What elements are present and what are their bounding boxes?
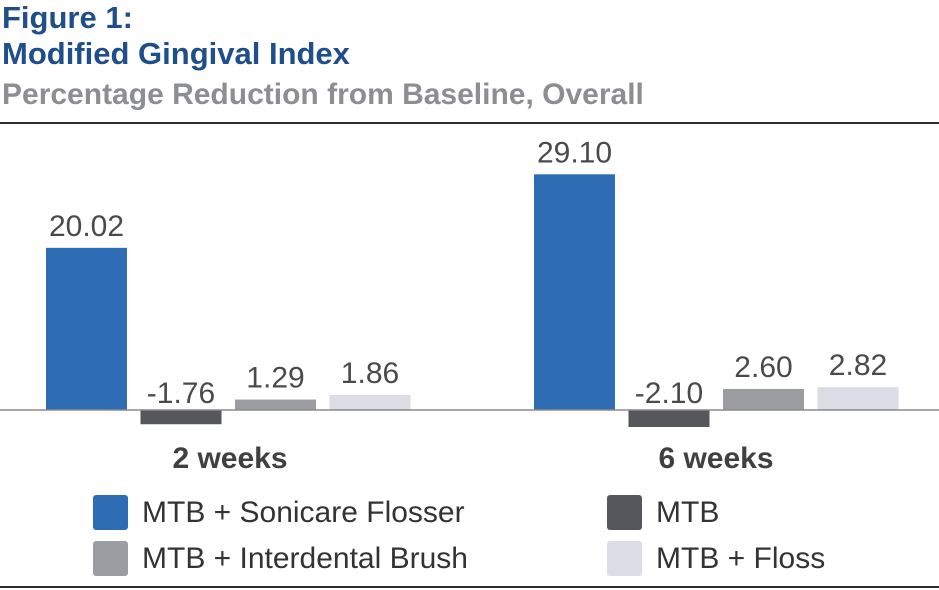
data-label-mtb-interdental-brush-6-weeks: 2.60	[734, 351, 792, 384]
data-label-mtb-floss-6-weeks: 2.82	[829, 349, 887, 382]
data-label-mtb-interdental-brush-2-weeks: 1.29	[246, 362, 304, 395]
legend-label-sonicare-flosser: MTB + Sonicare Flosser	[142, 495, 465, 529]
bar-chart: 20.02 -1.76 1.29 1.86 2 weeks 29.10 -2.10 2.60 2…	[0, 136, 939, 475]
bar-mtb-sonicare-flosser-2-weeks	[46, 247, 127, 410]
chart-subtitle: Percentage Reduction from Baseline, Over…	[2, 78, 644, 111]
data-label-mtb-sonicare-flosser-6-weeks: 29.10	[537, 136, 612, 169]
legend-swatch-interdental-brush	[93, 541, 128, 576]
top-divider	[0, 122, 939, 124]
bar-mtb-floss-2-weeks	[329, 394, 411, 410]
legend-swatch-sonicare-flosser	[93, 495, 128, 530]
category-label-6-weeks: 6 weeks	[658, 442, 773, 475]
figure-label: Figure 1:	[2, 0, 133, 35]
bar-mtb-6-weeks	[628, 410, 710, 428]
legend-item-floss: MTB + Floss	[607, 541, 825, 576]
legend-swatch-floss	[607, 541, 642, 576]
chart-title: Modified Gingival Index	[2, 36, 350, 71]
data-label-mtb-2-weeks: -1.76	[147, 377, 215, 410]
legend-label-interdental-brush: MTB + Interdental Brush	[142, 541, 468, 575]
data-label-mtb-floss-2-weeks: 1.86	[341, 357, 399, 390]
data-label-mtb-6-weeks: -2.10	[635, 377, 703, 410]
bar-mtb-floss-6-weeks	[817, 387, 899, 410]
data-label-mtb-sonicare-flosser-2-weeks: 20.02	[49, 210, 124, 243]
category-label-2-weeks: 2 weeks	[172, 442, 287, 475]
legend-item-interdental-brush: MTB + Interdental Brush	[93, 541, 468, 576]
bottom-divider	[0, 586, 939, 588]
legend-item-mtb: MTB	[607, 495, 719, 530]
legend-label-floss: MTB + Floss	[656, 541, 826, 575]
legend-item-sonicare-flosser: MTB + Sonicare Flosser	[93, 495, 465, 530]
bar-mtb-interdental-brush-2-weeks	[235, 399, 316, 410]
bar-mtb-interdental-brush-6-weeks	[723, 388, 804, 410]
bar-mtb-sonicare-flosser-6-weeks	[534, 174, 615, 410]
legend-swatch-mtb	[607, 495, 642, 530]
legend-label-mtb: MTB	[656, 495, 720, 529]
bar-mtb-2-weeks	[140, 410, 222, 425]
